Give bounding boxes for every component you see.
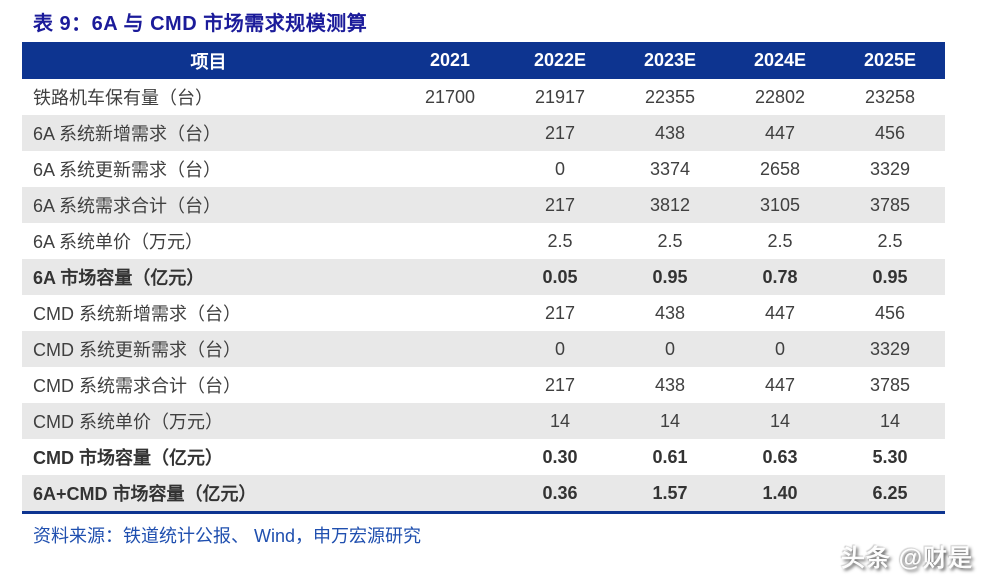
table-header-row: 项目 2021 2022E 2023E 2024E 2025E [22, 42, 945, 79]
row-label: 6A+CMD 市场容量（亿元） [33, 484, 257, 504]
table-row: CMD 系统新增需求（台） 217 438 447 456 [22, 295, 945, 331]
cell-value: 3105 [759, 194, 801, 215]
cell-value: 3374 [649, 158, 691, 179]
cell-value: 217 [544, 194, 576, 215]
cell-value: 6.25 [872, 482, 908, 503]
cell-value: 2.5 [657, 230, 683, 251]
cell-value: 438 [654, 374, 686, 395]
column-header: 2023E [643, 50, 697, 70]
row-label: 铁路机车保有量（台） [33, 88, 213, 108]
cell-value: 217 [544, 374, 576, 395]
cell-value: 22355 [644, 86, 696, 107]
table-row: CMD 系统单价（万元） 14 14 14 14 [22, 403, 945, 439]
column-header: 2022E [533, 50, 587, 70]
cell-value: 0.05 [542, 266, 578, 287]
cell-value: 447 [764, 302, 796, 323]
row-label: CMD 系统单价（万元） [33, 412, 223, 432]
cell-value: 456 [874, 302, 906, 323]
cell-value: 0.78 [762, 266, 798, 287]
cell-value: 438 [654, 122, 686, 143]
table-row: 6A 市场容量（亿元） 0.05 0.95 0.78 0.95 [22, 259, 945, 295]
cell-value: 23258 [864, 86, 916, 107]
cell-value: 3785 [869, 194, 911, 215]
cell-value: 14 [879, 410, 901, 431]
cell-value: 217 [544, 122, 576, 143]
cell-value: 0 [554, 158, 565, 179]
cell-value: 447 [764, 374, 796, 395]
cell-value: 447 [764, 122, 796, 143]
table-row: 铁路机车保有量（台） 21700 21917 22355 22802 23258 [22, 79, 945, 115]
cell-value: 2.5 [877, 230, 903, 251]
cell-value: 14 [769, 410, 791, 431]
cell-value: 0.30 [542, 446, 578, 467]
row-label: CMD 市场容量（亿元） [33, 448, 223, 468]
cell-value: 2658 [759, 158, 801, 179]
data-table: 项目 2021 2022E 2023E 2024E 2025E 铁路机车保有量（台） 217… [22, 42, 945, 514]
source-note: 资料来源：铁道统计公报、 Wind，申万宏源研究 [33, 526, 422, 546]
table-row: 6A+CMD 市场容量（亿元） 0.36 1.57 1.40 6.25 [22, 475, 945, 511]
column-header: 2021 [429, 50, 471, 70]
cell-value: 0.95 [652, 266, 688, 287]
cell-value: 14 [659, 410, 681, 431]
cell-value: 217 [544, 302, 576, 323]
cell-value: 2.5 [767, 230, 793, 251]
row-label: CMD 系统需求合计（台） [33, 376, 241, 396]
table-row: 6A 系统更新需求（台） 0 3374 2658 3329 [22, 151, 945, 187]
cell-value: 438 [654, 302, 686, 323]
table-row: 6A 系统单价（万元） 2.5 2.5 2.5 2.5 [22, 223, 945, 259]
row-label: 6A 系统新增需求（台） [33, 124, 222, 144]
row-label: CMD 系统新增需求（台） [33, 304, 241, 324]
column-header: 项目 [190, 51, 227, 72]
cell-value: 3785 [869, 374, 911, 395]
cell-value: 3329 [869, 158, 911, 179]
row-label: 6A 市场容量（亿元） [33, 268, 205, 288]
cell-value: 1.57 [652, 482, 688, 503]
cell-value: 22802 [754, 86, 806, 107]
cell-value: 21700 [424, 86, 476, 107]
row-label: CMD 系统更新需求（台） [33, 340, 241, 360]
cell-value: 0.36 [542, 482, 578, 503]
table-body: 铁路机车保有量（台） 21700 21917 22355 22802 23258 6A 系统… [22, 79, 945, 511]
cell-value: 1.40 [762, 482, 798, 503]
row-label: 6A 系统需求合计（台） [33, 196, 222, 216]
table-row: 6A 系统需求合计（台） 217 3812 3105 3785 [22, 187, 945, 223]
row-label: 6A 系统单价（万元） [33, 232, 204, 252]
table-row: CMD 系统需求合计（台） 217 438 447 3785 [22, 367, 945, 403]
cell-value: 0 [554, 338, 565, 359]
cell-value: 0 [774, 338, 785, 359]
cell-value: 0 [664, 338, 675, 359]
cell-value: 5.30 [872, 446, 908, 467]
table-row: 6A 系统新增需求（台） 217 438 447 456 [22, 115, 945, 151]
cell-value: 14 [549, 410, 571, 431]
row-label: 6A 系统更新需求（台） [33, 160, 222, 180]
cell-value: 21917 [534, 86, 586, 107]
cell-value: 0.61 [652, 446, 688, 467]
column-header: 2024E [753, 50, 807, 70]
cell-value: 0.63 [762, 446, 798, 467]
cell-value: 3812 [649, 194, 691, 215]
table-row: CMD 系统更新需求（台） 0 0 0 3329 [22, 331, 945, 367]
page-title: 表 9：6A 与 CMD 市场需求规模测算 [33, 13, 368, 35]
watermark: 头条 @财是 [840, 545, 973, 572]
cell-value: 456 [874, 122, 906, 143]
column-header: 2025E [863, 50, 917, 70]
table-row: CMD 市场容量（亿元） 0.30 0.61 0.63 5.30 [22, 439, 945, 475]
cell-value: 0.95 [872, 266, 908, 287]
cell-value: 2.5 [547, 230, 573, 251]
cell-value: 3329 [869, 338, 911, 359]
